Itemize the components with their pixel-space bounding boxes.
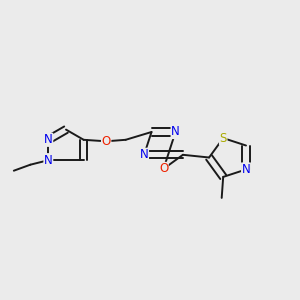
Text: O: O <box>159 162 168 176</box>
Text: N: N <box>171 125 180 139</box>
Text: O: O <box>101 135 111 148</box>
Text: N: N <box>242 163 250 176</box>
Text: N: N <box>140 148 148 161</box>
Text: S: S <box>220 132 227 145</box>
Text: N: N <box>44 133 53 146</box>
Text: N: N <box>44 154 53 167</box>
